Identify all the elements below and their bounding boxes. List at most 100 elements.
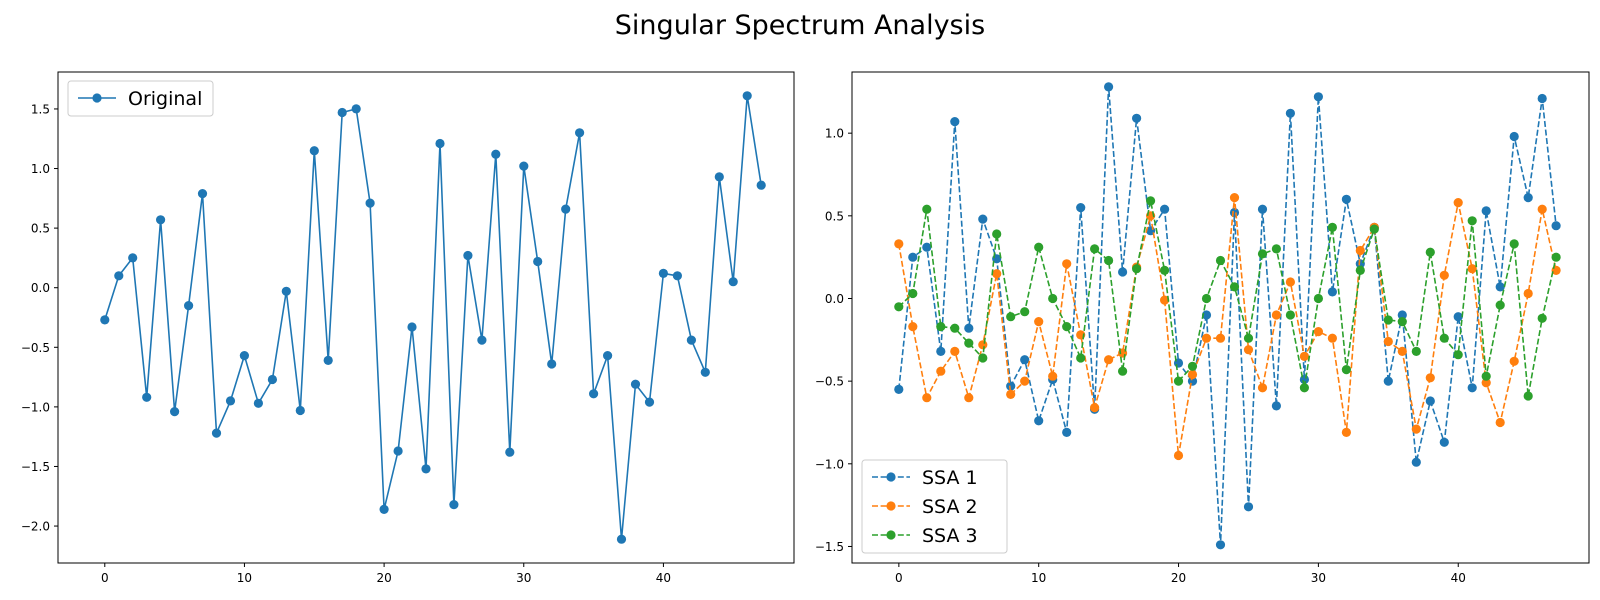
data-point <box>1215 540 1226 550</box>
data-point <box>1285 277 1295 287</box>
data-point <box>742 91 752 101</box>
data-point <box>950 323 960 333</box>
data-point <box>686 335 697 345</box>
data-point <box>1411 346 1421 356</box>
data-point <box>1341 365 1351 375</box>
legend-marker <box>92 93 102 103</box>
data-point <box>1020 307 1030 317</box>
data-point <box>1160 204 1170 214</box>
y-tick-label: −0.5 <box>815 375 844 389</box>
data-point <box>1481 378 1491 388</box>
ssa-components-plot: 0 10 20 30 40 −1.5 −1.0 −0.5 0.0 0.5 1.0 SSA 1 SSA 2… <box>815 71 1590 585</box>
data-point <box>1271 244 1281 254</box>
y-tick-label: −1.5 <box>815 540 844 554</box>
x-tick-label: 40 <box>656 571 671 585</box>
data-point <box>1355 265 1365 275</box>
data-point <box>1299 383 1309 393</box>
data-point <box>184 301 194 311</box>
legend-label: SSA 1 <box>922 467 978 489</box>
data-point <box>1173 376 1184 386</box>
data-point <box>575 128 585 138</box>
data-point <box>1257 249 1268 259</box>
data-point <box>1160 265 1170 275</box>
data-point <box>603 351 613 361</box>
x-tick-label: 20 <box>1171 571 1186 585</box>
data-point <box>1327 222 1337 232</box>
data-point <box>1425 396 1435 406</box>
data-point <box>1006 312 1016 322</box>
data-point <box>894 302 904 312</box>
data-point <box>978 214 988 224</box>
data-point <box>978 353 988 363</box>
data-point <box>295 405 305 416</box>
data-point <box>1481 371 1491 381</box>
data-point <box>964 393 974 403</box>
x-tick-label: 10 <box>237 571 252 585</box>
x-tick-label: 30 <box>1311 571 1326 585</box>
data-point <box>491 149 501 159</box>
data-point <box>393 446 403 456</box>
legend: SSA 1 SSA 2 SSA 3 <box>861 459 1008 554</box>
axes-frame <box>851 71 1590 564</box>
data-point <box>1495 417 1505 428</box>
data-point <box>114 271 124 281</box>
figure-title: Singular Spectrum Analysis <box>615 10 985 41</box>
y-tick-label: 1.0 <box>825 127 844 141</box>
data-point <box>672 271 683 281</box>
data-point <box>1201 293 1212 304</box>
data-point <box>1425 247 1435 257</box>
series-original <box>100 91 766 544</box>
data-point <box>630 379 641 389</box>
data-point <box>1257 383 1268 393</box>
data-point <box>936 366 946 376</box>
data-point <box>1243 345 1254 355</box>
data-point <box>1495 282 1505 292</box>
y-tick-label: 1.5 <box>31 102 50 116</box>
legend-marker <box>886 472 896 482</box>
x-tick-label: 20 <box>376 571 391 585</box>
data-point <box>1453 350 1463 360</box>
data-point <box>128 253 138 263</box>
data-point <box>1201 310 1212 320</box>
data-point <box>936 346 946 356</box>
data-point <box>1467 383 1477 393</box>
data-point <box>1201 333 1212 343</box>
data-point <box>1173 450 1184 461</box>
series-line <box>898 196 1557 457</box>
data-point <box>644 397 655 407</box>
data-point <box>561 204 571 214</box>
data-point <box>1271 310 1281 320</box>
data-point <box>449 500 459 510</box>
data-point <box>1299 351 1309 361</box>
legend-label: Original <box>128 88 202 110</box>
data-point <box>1187 369 1198 380</box>
data-point <box>922 242 932 252</box>
original-signal-plot: 0 10 20 30 40 −2.0 −1.5 −1.0 −0.5 0.0 0.5 1.0 1.5 Ori… <box>21 71 795 585</box>
y-tick-label: −2.0 <box>21 520 50 534</box>
data-point <box>170 407 180 417</box>
data-point <box>992 269 1002 279</box>
data-point <box>1453 312 1463 322</box>
y-tick-label: −1.0 <box>21 400 50 414</box>
data-point <box>589 389 599 399</box>
legend-box <box>861 459 1008 554</box>
data-point <box>1509 239 1519 249</box>
data-point <box>1551 252 1561 262</box>
data-point <box>1104 82 1114 92</box>
data-point <box>728 277 738 287</box>
data-point <box>337 107 347 118</box>
data-point <box>1551 221 1561 231</box>
data-point <box>1090 403 1100 413</box>
data-point <box>992 229 1002 239</box>
axes-frame <box>57 71 795 564</box>
data-point <box>1495 300 1505 310</box>
data-point <box>1313 293 1323 304</box>
data-point <box>519 161 529 171</box>
data-point <box>1285 108 1295 118</box>
data-point <box>1481 206 1491 216</box>
data-point <box>351 104 361 114</box>
data-point <box>1369 224 1379 234</box>
data-point <box>700 367 710 377</box>
